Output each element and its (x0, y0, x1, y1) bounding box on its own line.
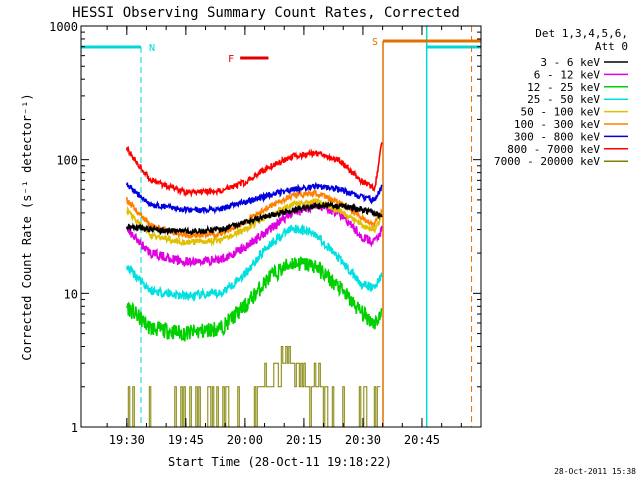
series-line-7000-20000kev (126, 346, 381, 428)
series-line-3-6kev (126, 200, 383, 236)
x-tick-label: 20:00 (227, 433, 263, 447)
night-annotation: N (149, 43, 155, 54)
timestamp-label: 28-Oct-2011 15:38 (554, 467, 636, 476)
flare-annotation: F (228, 54, 234, 65)
y-axis: 1 10 100 1000 (49, 20, 481, 435)
series-line-25-50kev (126, 224, 383, 303)
legend-label: 100 - 300 keV (514, 118, 600, 131)
x-axis: 19:30 19:45 20:00 20:15 20:30 20:45 (106, 26, 462, 447)
legend-label: 3 - 6 keV (540, 56, 600, 69)
legend-header-line-2: Att 0 (595, 40, 628, 53)
x-tick-label: 20:15 (286, 433, 322, 447)
legend-label: 800 - 7000 keV (507, 143, 600, 156)
legend-label: 300 - 800 keV (514, 130, 600, 143)
x-tick-label: 20:30 (345, 433, 381, 447)
series-line-12-25kev (126, 256, 383, 342)
series-line-800-7000kev (126, 142, 383, 198)
legend-label: 6 - 12 keV (534, 68, 601, 81)
plot-area: N S F (81, 26, 481, 428)
legend-label: 7000 - 20000 keV (494, 155, 600, 168)
series-line-300-800kev (126, 181, 383, 215)
y-axis-label: Corrected Count Rate (s⁻¹ detector⁻¹) (20, 93, 34, 360)
y-tick-label: 1 (71, 421, 78, 435)
x-tick-label: 20:45 (404, 433, 440, 447)
saa-annotation: S (372, 37, 378, 48)
x-axis-label: Start Time (28-Oct-11 19:18:22) (168, 455, 392, 469)
legend-label: 50 - 100 keV (521, 106, 601, 119)
y-tick-label: 1000 (49, 20, 78, 34)
plot-frame (80, 25, 482, 428)
y-tick-label: 10 (64, 287, 78, 301)
x-tick-label: 19:30 (109, 433, 145, 447)
chart-title: HESSI Observing Summary Count Rates, Cor… (72, 5, 460, 21)
legend-label: 25 - 50 keV (527, 93, 600, 106)
legend-header-line-1: Det 1,3,4,5,6, (535, 27, 628, 40)
y-tick-label: 100 (56, 154, 78, 168)
legend-label: 12 - 25 keV (527, 81, 600, 94)
x-tick-label: 19:45 (168, 433, 204, 447)
